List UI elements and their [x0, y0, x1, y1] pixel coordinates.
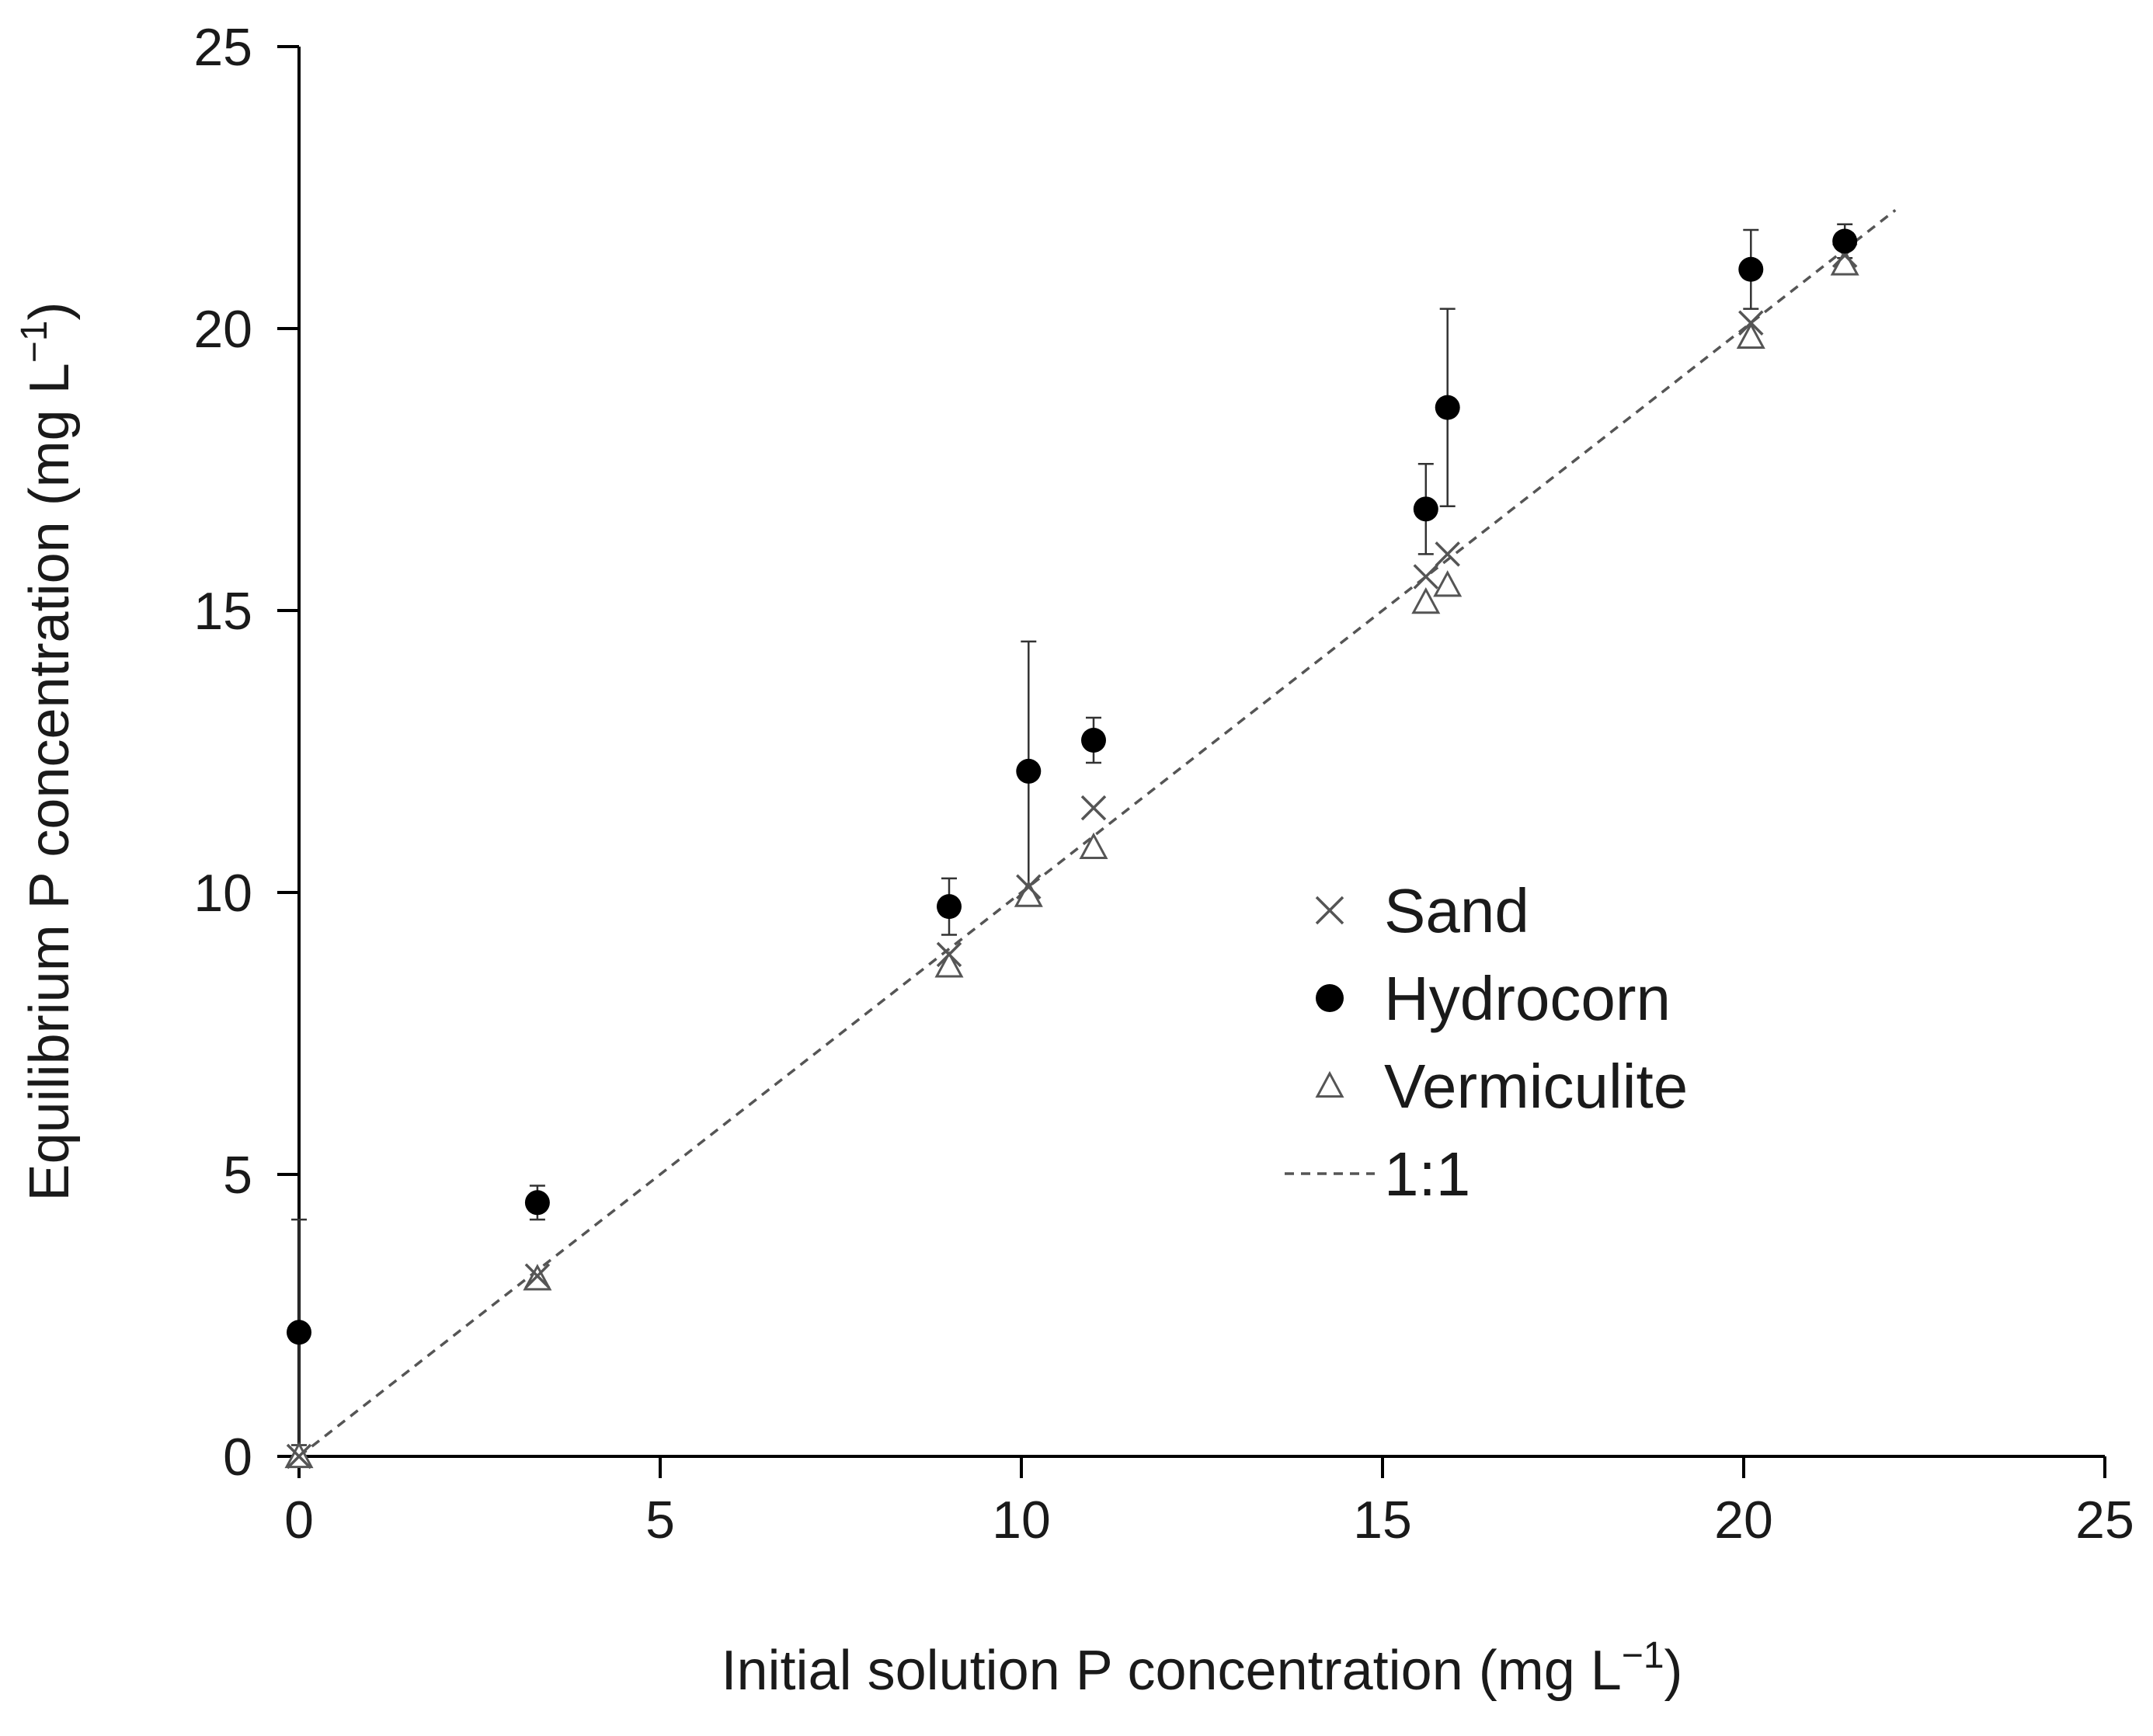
hydrocorn-point — [1832, 228, 1858, 254]
series-1to1-layer — [297, 209, 1897, 1458]
series-1to1-line — [297, 209, 1897, 1458]
sand-point — [1080, 795, 1107, 821]
sand-point — [1413, 564, 1439, 590]
x-tick-label: 10 — [992, 1491, 1051, 1550]
sand-point — [1738, 310, 1764, 336]
vermiculite-point — [1079, 832, 1108, 860]
y-tick-label: 5 — [223, 1146, 252, 1205]
y-tick-label: 25 — [193, 18, 252, 77]
hydrocorn-point — [1435, 395, 1460, 420]
hydrocorn-point — [937, 894, 962, 920]
x-tick-label: 15 — [1353, 1491, 1412, 1550]
sand-point — [936, 941, 962, 968]
vermiculite-point — [1433, 570, 1463, 597]
hydrocorn-point — [287, 1320, 311, 1345]
y-tick-label: 0 — [223, 1428, 252, 1487]
legend-label: Sand — [1384, 876, 1529, 945]
hydrocorn-point — [1413, 496, 1438, 522]
vermiculite-point — [1411, 586, 1441, 614]
sand-point — [524, 1263, 551, 1289]
hydrocorn-point — [1738, 256, 1764, 282]
legend-label: Vermiculite — [1384, 1052, 1688, 1121]
sand-point — [1435, 541, 1460, 567]
hydrocorn-point — [524, 1190, 550, 1216]
legend-sand-marker — [1315, 896, 1344, 925]
y-tick-label: 10 — [193, 864, 252, 923]
axes: 0 5 10 15 20 25 0 5 10 15 20 25 — [193, 18, 2134, 1550]
points-layer — [284, 228, 1859, 1470]
x-tick-label: 20 — [1714, 1491, 1773, 1550]
x-axis-title: Initial solution P concentration (mg L−1… — [721, 1635, 1682, 1702]
hydrocorn-point — [1081, 727, 1106, 753]
y-axis-title: Equilibrium P concentration (mg L−1) — [14, 302, 81, 1202]
legend-vermiculite-marker — [1315, 1070, 1344, 1098]
legend-label: 1:1 — [1384, 1139, 1470, 1209]
sand-point — [1016, 874, 1042, 899]
x-tick-label: 5 — [645, 1491, 675, 1550]
y-tick-label: 20 — [193, 300, 252, 359]
vermiculite-point — [934, 951, 964, 978]
axis-titles: Initial solution P concentration (mg L−1… — [14, 302, 1683, 1702]
y-tick-label: 15 — [193, 582, 252, 641]
vermiculite-point — [1736, 322, 1765, 349]
x-tick-label: 25 — [2075, 1491, 2134, 1550]
hydrocorn-point — [1016, 758, 1042, 784]
x-tick-label: 0 — [284, 1491, 314, 1550]
sand-point — [286, 1443, 312, 1470]
error-bars-layer — [291, 223, 1853, 1446]
legend: Sand Hydrocorn Vermiculite 1:1 — [1285, 876, 1688, 1209]
legend-hydrocorn-marker — [1316, 984, 1344, 1012]
legend-label: Hydrocorn — [1384, 964, 1671, 1033]
